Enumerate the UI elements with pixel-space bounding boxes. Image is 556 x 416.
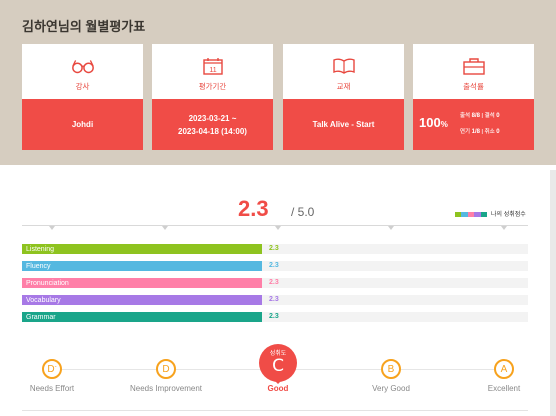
active-grade-pin xyxy=(259,344,297,382)
skill-bar-label: Grammar xyxy=(26,314,56,321)
grade-circle-very-good: B xyxy=(381,359,401,379)
period-label: 평가기간 xyxy=(198,82,227,91)
grade-name: Good xyxy=(267,384,289,393)
skill-bar-fill: Grammar xyxy=(22,312,262,322)
grade-circle-needs-effort: D- xyxy=(42,359,62,379)
skill-bar-value: 2.3 xyxy=(269,279,279,286)
skill-bar-label: Fluency xyxy=(26,263,51,270)
legend-swatch xyxy=(455,212,488,217)
book-icon xyxy=(332,55,356,77)
period-start: 2023-03-21 ~ xyxy=(188,113,237,123)
briefcase-icon xyxy=(462,55,486,77)
grade-name: Needs Improvement xyxy=(129,384,203,393)
legend-color-0 xyxy=(455,212,462,217)
axis-tick xyxy=(49,226,55,230)
legend-color-2 xyxy=(467,212,475,217)
legend-color-4 xyxy=(480,212,488,217)
axis-tick xyxy=(162,226,168,230)
skill-bar-listening: Listening 2.3 xyxy=(22,244,528,254)
score-value: 2.3 xyxy=(238,196,269,221)
skill-bar-fill: Vocabulary xyxy=(22,295,262,305)
attendance-label: 출석률 xyxy=(463,82,484,91)
instructor-card: 강사 Johdi xyxy=(22,44,143,150)
period-card: 11 평가기간 2023-03-21 ~ 2023-04-18 (14:00) xyxy=(152,44,273,150)
grade-modifier: - xyxy=(54,363,57,370)
legend-label: 나의 성취점수 xyxy=(491,212,526,218)
grade-circle-needs-improvement: D xyxy=(156,359,176,379)
skill-bar-fill: Listening xyxy=(22,244,262,254)
skill-bar-label: Listening xyxy=(26,246,55,253)
period-end: 2023-04-18 (14:00) xyxy=(178,126,247,136)
skill-bar-fill: Fluency xyxy=(22,261,262,271)
grade-letter: D xyxy=(162,363,170,375)
skill-bar-vocabulary: Vocabulary 2.3 xyxy=(22,295,528,305)
svg-text:11: 11 xyxy=(209,67,216,74)
textbook-label: 교재 xyxy=(336,82,351,91)
grade-letter: B xyxy=(387,363,395,375)
attendance-stats: 출석 8/8 | 결석 0 연기 1/8 | 취소 0 xyxy=(460,113,500,135)
skill-bar-fluency: Fluency 2.3 xyxy=(22,261,528,271)
active-grade-caption: 성취도 xyxy=(269,351,287,357)
calendar-icon: 11 xyxy=(201,55,225,77)
skill-bar-value: 2.3 xyxy=(269,313,279,320)
skill-bar-value: 2.3 xyxy=(269,245,279,252)
skill-bar-label: Pronunciation xyxy=(26,280,69,287)
axis-tick xyxy=(275,226,281,230)
summary-panel: 김하연님의 월별평가표 강사 Johdi xyxy=(0,0,556,165)
skill-bar-grammar: Grammar 2.3 xyxy=(22,312,528,322)
legend-color-1 xyxy=(461,212,468,217)
divider xyxy=(22,410,528,411)
grade-circle-excellent: A xyxy=(494,359,514,379)
active-grade-letter: C xyxy=(272,356,284,376)
score-max: / 5.0 xyxy=(291,205,315,219)
legend-color-3 xyxy=(474,212,481,217)
page-title: 김하연님의 월별평가표 xyxy=(22,19,146,34)
active-grade-pin-tip xyxy=(271,377,285,384)
instructor-label: 강사 xyxy=(75,82,90,91)
grade-name: Excellent xyxy=(487,384,521,393)
skill-bar-value: 2.3 xyxy=(269,262,279,269)
scrollbar[interactable] xyxy=(550,170,556,416)
textbook-value: Talk Alive - Start xyxy=(312,120,375,129)
grade-name: Needs Effort xyxy=(29,384,75,393)
attendance-percent: 100% xyxy=(419,115,448,130)
axis-line xyxy=(22,225,528,226)
instructor-value: Johdi xyxy=(71,120,94,129)
grade-name: Very Good xyxy=(372,384,410,393)
axis-tick xyxy=(501,226,507,230)
skill-bar-value: 2.3 xyxy=(269,296,279,303)
glasses-icon xyxy=(71,55,95,77)
textbook-card: 교재 Talk Alive - Start xyxy=(283,44,404,150)
skill-bar-pronunciation: Pronunciation 2.3 xyxy=(22,278,528,288)
skill-bar-fill: Pronunciation xyxy=(22,278,262,288)
skill-bar-label: Vocabulary xyxy=(26,297,61,304)
grade-letter: A xyxy=(500,363,508,375)
attendance-card: 출석률 100% 출석 8/8 | 결석 0 연기 1/8 | 취소 0 xyxy=(413,44,534,150)
grade-letter: D xyxy=(47,363,55,375)
axis-tick xyxy=(388,226,394,230)
